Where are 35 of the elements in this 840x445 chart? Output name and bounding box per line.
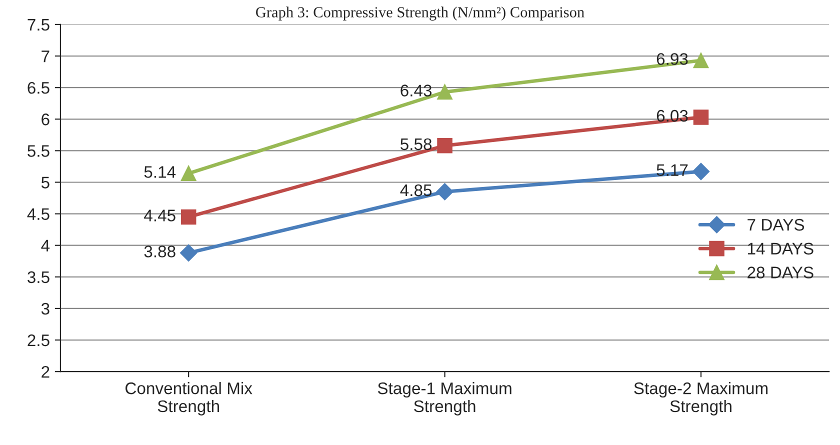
point <box>437 84 452 100</box>
legend-label: 14 DAYS <box>748 242 814 255</box>
legend-label: 28 DAYS <box>748 266 814 278</box>
point <box>692 162 710 180</box>
y-tick-label: 3.5 <box>28 271 50 284</box>
x-tick-label: Stage-2 Maximum Strength <box>634 382 768 416</box>
point <box>180 166 196 182</box>
y-tick-label: 2 <box>42 366 50 378</box>
point <box>180 244 198 262</box>
y-tick-label: 4.5 <box>27 208 50 220</box>
x-tick-label: Conventional Mix Strength <box>126 382 252 416</box>
y-tick-label: 7 <box>42 50 50 62</box>
point <box>693 110 709 125</box>
x-tick-label: Stage-1 Maximum Strength <box>378 382 512 416</box>
data-label: 5.58 <box>400 138 432 150</box>
y-tick-label: 2.5 <box>28 334 50 346</box>
data-label: 5.14 <box>144 166 176 178</box>
y-tick-label: 6.5 <box>28 82 50 94</box>
point <box>693 52 709 68</box>
y-tick-label: 5.5 <box>28 145 50 157</box>
data-label: 4.45 <box>144 210 176 222</box>
point <box>437 138 452 154</box>
y-tick-label: 7.5 <box>28 19 50 31</box>
data-label: 6.43 <box>400 84 432 96</box>
chart-title: Graph 3: Compressive Strength (N/mm²) Comparison <box>256 6 584 21</box>
data-label: 6.93 <box>656 53 688 65</box>
data-label: 4.85 <box>400 184 432 196</box>
point <box>180 209 196 225</box>
data-label: 3.88 <box>144 246 176 258</box>
y-tick-label: 6 <box>42 114 50 126</box>
y-tick-label: 5 <box>41 176 50 188</box>
legend-label: 7 DAYS <box>748 218 804 231</box>
y-tick-label: 4 <box>41 240 50 252</box>
y-tick-label: 3 <box>41 302 50 315</box>
point <box>436 183 454 200</box>
